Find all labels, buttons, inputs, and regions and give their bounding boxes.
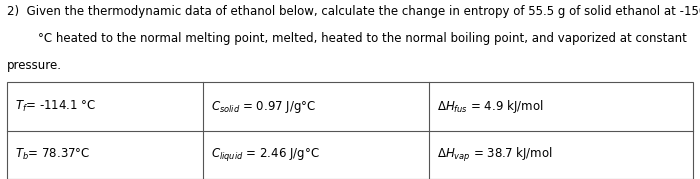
Text: $T_f$= -114.1 °C: $T_f$= -114.1 °C — [15, 99, 97, 114]
Text: $C_{solid}$ = 0.97 J/g°C: $C_{solid}$ = 0.97 J/g°C — [211, 98, 316, 115]
Text: $\Delta H_{vap}$ = 38.7 kJ/mol: $\Delta H_{vap}$ = 38.7 kJ/mol — [438, 146, 553, 164]
Text: 2)  Given the thermodynamic data of ethanol below, calculate the change in entro: 2) Given the thermodynamic data of ethan… — [7, 5, 700, 18]
Text: °C heated to the normal melting point, melted, heated to the normal boiling poin: °C heated to the normal melting point, m… — [38, 32, 687, 45]
Text: pressure.: pressure. — [7, 59, 62, 72]
Text: $\Delta H_{fus}$ = 4.9 kJ/mol: $\Delta H_{fus}$ = 4.9 kJ/mol — [438, 98, 544, 115]
Text: $C_{liquid}$ = 2.46 J/g°C: $C_{liquid}$ = 2.46 J/g°C — [211, 146, 319, 163]
Text: $T_b$= 78.37°C: $T_b$= 78.37°C — [15, 147, 91, 162]
